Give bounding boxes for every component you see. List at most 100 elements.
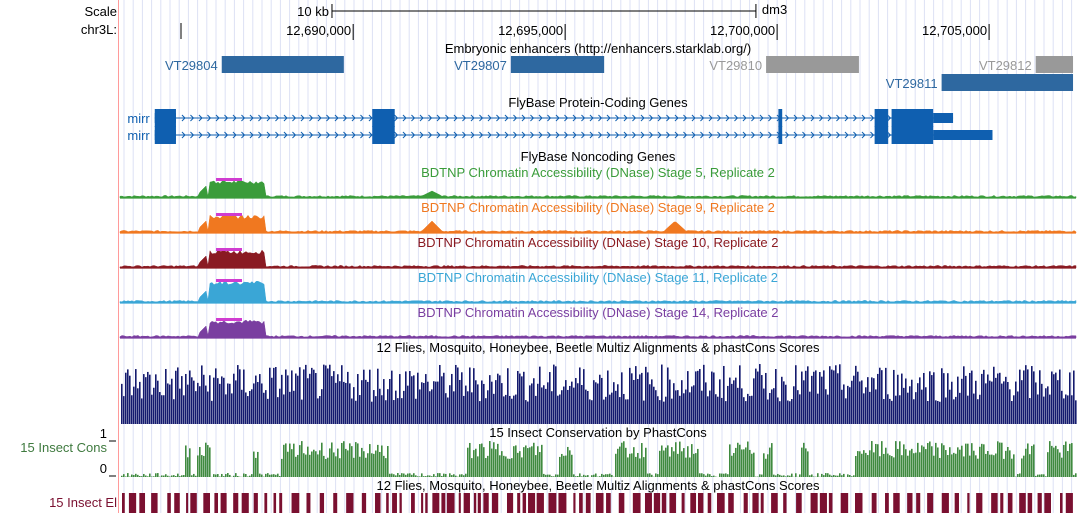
- multiz-bar: [271, 377, 273, 424]
- multiz-bar: [979, 394, 981, 424]
- conserved-element: [186, 493, 189, 513]
- multiz-bar: [469, 367, 471, 424]
- strand-arrow: [283, 114, 288, 122]
- phastcons-bar: [871, 441, 873, 477]
- phastcons-bar: [511, 458, 513, 477]
- cons-track-label[interactable]: 15 Insect Cons: [20, 440, 107, 455]
- multiz-bar: [579, 367, 581, 424]
- elements-track-label[interactable]: 15 Insect El: [49, 495, 117, 510]
- phastcons-bar: [827, 473, 829, 477]
- conserved-element: [828, 493, 833, 513]
- multiz-bar: [769, 392, 771, 424]
- phastcons-bar: [121, 475, 123, 477]
- multiz-bar: [689, 392, 691, 424]
- multiz-bar: [755, 368, 757, 424]
- phastcons-bar: [291, 449, 293, 477]
- multiz-bar: [1073, 370, 1075, 424]
- phastcons-bar: [489, 441, 491, 477]
- phastcons-bar: [421, 473, 423, 477]
- strand-arrow: [649, 131, 654, 139]
- multiz-bar: [865, 387, 867, 424]
- phastcons-bar: [257, 451, 259, 477]
- phastcons-bar: [733, 453, 735, 477]
- phastcons-bar: [725, 473, 727, 477]
- multiz-bar: [741, 388, 743, 424]
- multiz-bar: [365, 379, 367, 424]
- phastcons-bar: [851, 476, 853, 477]
- phastcons-bar: [599, 476, 601, 477]
- strand-arrow: [691, 114, 696, 122]
- strand-arrow: [640, 131, 645, 139]
- multiz-bar: [807, 366, 809, 424]
- strand-arrow: [215, 131, 220, 139]
- conserved-element: [579, 493, 583, 513]
- multiz-bar: [589, 399, 591, 424]
- multiz-bar: [803, 380, 805, 424]
- phastcons-bar: [1023, 455, 1025, 477]
- multiz-bar: [487, 390, 489, 424]
- phastcons-bar: [313, 449, 315, 477]
- multiz-bar: [547, 382, 549, 424]
- multiz-bar: [1025, 365, 1027, 424]
- strand-arrow: [657, 114, 662, 122]
- conserved-element: [1044, 493, 1051, 513]
- multiz-bar: [173, 399, 175, 424]
- multiz-bar: [393, 400, 395, 424]
- phastcons-bar: [567, 446, 569, 477]
- strand-arrow: [657, 131, 662, 139]
- phastcons-bar: [205, 442, 207, 477]
- conserved-element: [441, 493, 446, 513]
- phastcons-bar: [635, 456, 637, 477]
- conserved-element: [392, 493, 397, 513]
- phastcons-bar: [301, 441, 303, 477]
- conserved-element: [167, 493, 171, 513]
- multiz-bar: [231, 393, 233, 424]
- phastcons-bar: [389, 473, 391, 477]
- phastcons-bar: [689, 457, 691, 477]
- multiz-track-title: 12 Flies, Mosquito, Honeybee, Beetle Mul…: [377, 340, 820, 355]
- conserved-element: [819, 493, 827, 513]
- phastcons-bar: [865, 452, 867, 477]
- multiz-bar: [931, 375, 933, 424]
- phastcons-bar: [1059, 452, 1061, 477]
- noncoding-track-title: FlyBase Noncoding Genes: [521, 149, 676, 164]
- utr-block: [933, 113, 954, 123]
- strand-arrow: [530, 114, 535, 122]
- multiz-bar: [805, 370, 807, 424]
- strand-arrow: [436, 114, 441, 122]
- multiz-bar: [1047, 386, 1049, 424]
- strand-arrow: [708, 131, 713, 139]
- multiz-bar: [569, 385, 571, 424]
- multiz-bar: [817, 393, 819, 424]
- multiz-bar: [1053, 374, 1055, 424]
- phastcons-bar: [1005, 450, 1007, 477]
- phastcons-bar: [913, 453, 915, 477]
- phastcons-bar: [265, 473, 267, 477]
- phastcons-bar: [305, 454, 307, 477]
- multiz-bar: [973, 393, 975, 424]
- conserved-element: [1000, 493, 1004, 513]
- strand-arrow: [309, 114, 314, 122]
- phastcons-bar: [679, 441, 681, 477]
- phastcons-bar: [683, 448, 685, 477]
- multiz-bar: [899, 395, 901, 424]
- multiz-bar: [181, 376, 183, 424]
- phastcons-bar: [459, 474, 461, 477]
- phastcons-bar: [321, 442, 323, 477]
- phastcons-bar: [177, 473, 179, 477]
- phastcons-bar: [1051, 445, 1053, 477]
- multiz-bar: [879, 367, 881, 424]
- phastcons-bar: [963, 456, 965, 477]
- transcript-label: mirr: [127, 111, 150, 126]
- strand-arrow: [717, 131, 722, 139]
- phastcons-bar: [1065, 441, 1067, 477]
- phastcons-bar: [165, 474, 167, 477]
- phastcons-bar: [615, 453, 617, 477]
- phastcons-bar: [411, 474, 413, 477]
- strand-arrow: [819, 114, 824, 122]
- phastcons-bar: [497, 443, 499, 477]
- multiz-bar: [959, 392, 961, 424]
- ruler-tick-label: 12,690,000: [286, 23, 351, 38]
- multiz-bar: [939, 401, 941, 424]
